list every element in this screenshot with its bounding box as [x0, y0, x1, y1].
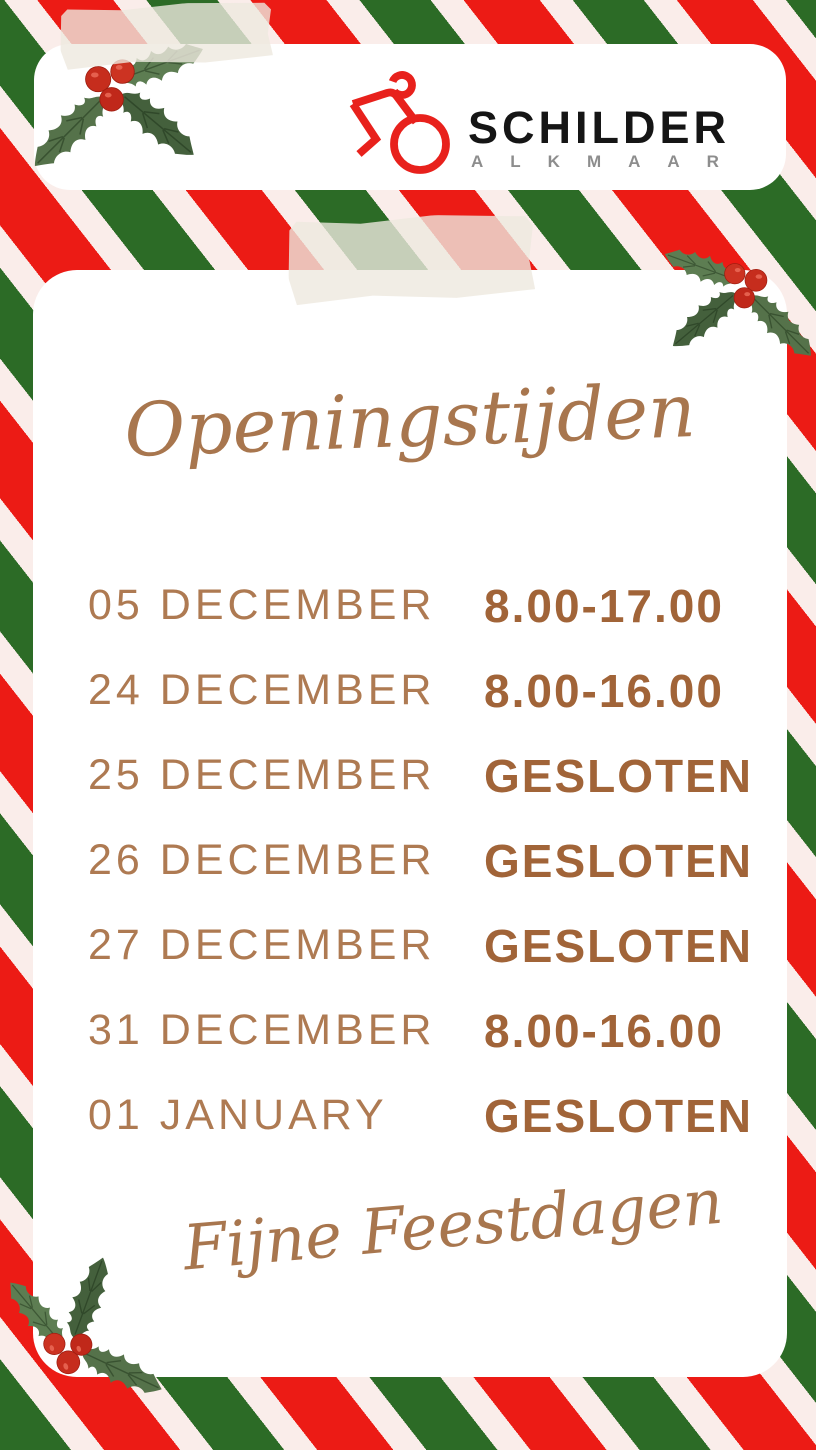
holly-decoration-top-left	[36, 42, 204, 202]
schedule-hours: GESLOTEN	[484, 749, 754, 802]
brand-city: ALKMAAR	[471, 152, 746, 171]
schedule-row: 26 DECEMBER GESLOTEN	[88, 818, 751, 903]
hours-card: Openingstijden 05 DECEMBER 8.00-17.00 24…	[33, 270, 787, 1377]
schedule-hours: GESLOTEN	[484, 1089, 754, 1142]
schedule-row: 24 DECEMBER 8.00-16.00	[88, 648, 751, 733]
schedule-table: 05 DECEMBER 8.00-17.00 24 DECEMBER 8.00-…	[88, 563, 751, 1158]
schedule-date: 26 DECEMBER	[88, 836, 436, 884]
brand-name: SCHILDER	[468, 102, 731, 153]
footer-greeting: Fijne Feestdagen	[180, 1164, 726, 1285]
schedule-date: 25 DECEMBER	[88, 751, 436, 799]
schedule-hours: GESLOTEN	[484, 919, 754, 972]
schedule-row: 25 DECEMBER GESLOTEN	[88, 733, 751, 818]
schedule-date: 31 DECEMBER	[88, 1006, 436, 1054]
schedule-hours: 8.00-17.00	[484, 579, 724, 632]
bike-wheel	[390, 114, 450, 174]
holly-decoration-top-right	[664, 248, 810, 387]
schedule-row: 27 DECEMBER GESLOTEN	[88, 903, 751, 988]
brand-logo: SCHILDER ALKMAAR	[340, 60, 770, 182]
schedule-hours: 8.00-16.00	[484, 664, 724, 717]
schedule-hours: 8.00-16.00	[484, 1004, 724, 1057]
schedule-date: 05 DECEMBER	[88, 581, 436, 629]
cyclist-leg	[349, 101, 382, 157]
schedule-date: 27 DECEMBER	[88, 921, 436, 969]
cyclist-icon	[349, 71, 450, 174]
washi-tape-main	[287, 212, 536, 307]
schedule-date: 24 DECEMBER	[88, 666, 436, 714]
schedule-row: 01 JANUARY GESLOTEN	[88, 1073, 751, 1158]
cyclist-torso	[351, 88, 420, 125]
schedule-row: 05 DECEMBER 8.00-17.00	[88, 563, 751, 648]
schedule-date: 01 JANUARY	[88, 1091, 388, 1139]
schedule-hours: GESLOTEN	[484, 834, 754, 887]
schedule-row: 31 DECEMBER 8.00-16.00	[88, 988, 751, 1073]
